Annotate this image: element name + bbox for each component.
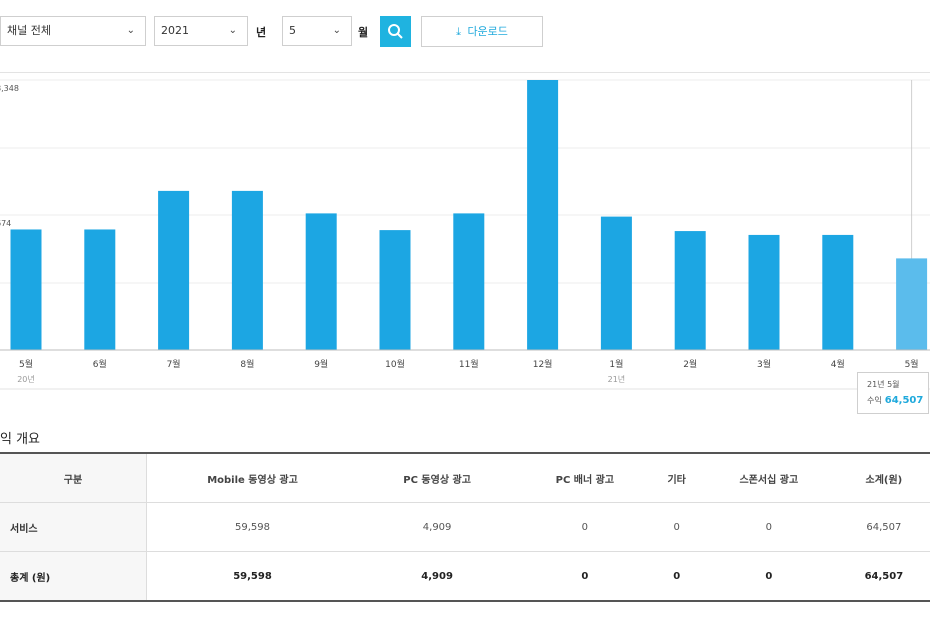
- year-select[interactable]: 2021 ⌄: [154, 16, 248, 46]
- tooltip-value: 64,507: [884, 395, 924, 406]
- table-cell: 64,507: [837, 551, 930, 602]
- chevron-down-icon: ⌄: [126, 25, 135, 36]
- table-cell: 64,507: [837, 502, 930, 552]
- table-cell: 59,598: [146, 551, 358, 602]
- download-label: 다운로드: [467, 25, 508, 38]
- table-cell: 0: [516, 551, 654, 602]
- chevron-down-icon: ⌄: [332, 25, 341, 36]
- table-row-total: 총계 (원) 59,598 4,909 0 0 0 64,507: [0, 551, 930, 602]
- x-tick-label: 5월: [19, 358, 33, 370]
- row-label: 총계 (원): [0, 551, 147, 602]
- y-tick-label: 8,348: [0, 84, 19, 93]
- x-year-label: 20년: [17, 374, 35, 384]
- search-icon: [388, 24, 403, 39]
- year-select-value: 2021: [161, 24, 189, 37]
- table-cell: 0: [516, 502, 654, 552]
- x-tick-label: 7월: [167, 358, 181, 370]
- table-header-row: 구분 Mobile 동영상 광고 PC 동영상 광고 PC 배너 광고 기타 스…: [0, 452, 930, 503]
- month-unit-label: 월: [358, 26, 369, 39]
- chart-bar: [305, 213, 337, 350]
- column-header: PC 배너 광고: [516, 452, 654, 503]
- x-year-label: 21년: [608, 374, 626, 384]
- download-icon: ⤓: [456, 25, 461, 38]
- chart-tooltip: 21년 5월 수익 64,507: [857, 372, 929, 414]
- chart-bar: [84, 229, 116, 350]
- chart-bar: [10, 229, 42, 350]
- chart-bar: [231, 190, 263, 350]
- x-tick-label: 1월: [609, 358, 623, 370]
- chart-bar: [748, 234, 780, 350]
- x-tick-label: 8월: [240, 358, 254, 370]
- table-cell: 4,909: [358, 551, 517, 602]
- table-cell: 59,598: [146, 502, 358, 552]
- chart-bar: [453, 213, 485, 350]
- channel-select[interactable]: 채널 전체 ⌄: [0, 16, 146, 46]
- x-tick-label: 6월: [93, 358, 107, 370]
- chart-bar: [600, 216, 632, 350]
- x-tick-label: 12월: [533, 358, 553, 370]
- chart-bar: [822, 234, 854, 350]
- search-button[interactable]: [380, 16, 411, 47]
- channel-select-value: 채널 전체: [7, 24, 51, 37]
- year-unit-label: 년: [256, 26, 267, 39]
- chevron-down-icon: ⌄: [228, 25, 237, 36]
- table-cell: 0: [699, 502, 838, 552]
- chart-bar: [896, 258, 928, 350]
- section-title: 익 개요: [0, 432, 41, 447]
- column-header: 소계(원): [837, 452, 930, 503]
- month-select[interactable]: 5 ⌄: [282, 16, 352, 46]
- table-cell: 0: [653, 502, 700, 552]
- summary-table: 구분 Mobile 동영상 광고 PC 동영상 광고 PC 배너 광고 기타 스…: [0, 452, 930, 602]
- x-tick-label: 9월: [314, 358, 328, 370]
- column-header: Mobile 동영상 광고: [146, 452, 358, 503]
- revenue-chart: 8,348 674 5월 20년 6월 7월 8월 9월 10월 11월 12월 1월 21년 2월 3월 4…: [0, 72, 930, 414]
- x-tick-label: 4월: [831, 358, 845, 370]
- tooltip-label: 수익: [867, 396, 882, 405]
- x-tick-label: 5월: [905, 358, 919, 370]
- table-row: 서비스 59,598 4,909 0 0 0 64,507: [0, 502, 930, 552]
- month-select-value: 5: [289, 24, 296, 37]
- row-label: 서비스: [0, 502, 147, 552]
- table-cell: 4,909: [358, 502, 517, 552]
- table-cell: 0: [653, 551, 700, 602]
- x-tick-label: 3월: [757, 358, 771, 370]
- x-tick-label: 10월: [385, 358, 405, 370]
- x-tick-label: 2월: [683, 358, 697, 370]
- tooltip-title: 21년 5월: [867, 380, 900, 389]
- chart-canvas: 8,348 674 5월 20년 6월 7월 8월 9월 10월 11월 12월 1월 21년 2월 3월 4…: [0, 79, 930, 390]
- download-button[interactable]: ⤓ 다운로드: [421, 16, 543, 47]
- column-header: 스폰서십 광고: [699, 452, 838, 503]
- table-cell: 0: [699, 551, 838, 602]
- chart-bar: [674, 231, 706, 350]
- column-header: 기타: [653, 452, 700, 503]
- x-tick-label: 11월: [459, 358, 479, 370]
- chart-bar: [158, 190, 190, 350]
- chart-bar: [527, 80, 559, 350]
- y-tick-label: 674: [0, 219, 11, 228]
- filter-bar: 채널 전체 ⌄ 2021 ⌄ 년 5 ⌄ 월 ⤓ 다운로드: [0, 0, 930, 73]
- column-header: PC 동영상 광고: [358, 452, 517, 503]
- chart-bar: [379, 230, 411, 350]
- column-header: 구분: [0, 452, 147, 503]
